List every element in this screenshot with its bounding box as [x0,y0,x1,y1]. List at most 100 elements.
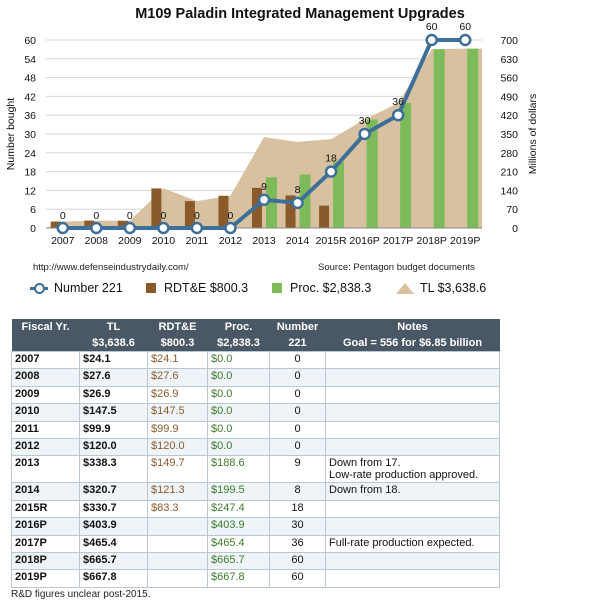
left-tick-label: 18 [24,167,36,179]
right-tick-label: 490 [500,91,518,103]
cell-year: 2009 [11,385,80,405]
x-tick-label: 2015R [316,235,347,247]
left-tick-label: 12 [24,185,36,197]
header-rdte: RDT&E [147,319,208,335]
number-point [56,221,70,235]
number-data-label: 18 [325,153,337,165]
source-note: Source: Pentagon budget documents [318,262,475,273]
rdte-bar [184,201,195,228]
cell-tl: $665.7 [79,551,148,571]
number-point [90,221,103,235]
number-data-label: 9 [261,181,267,193]
cell-tl: $147.5 [79,403,148,422]
cell-number: 8 [269,482,326,501]
number-point [224,221,237,235]
cell-rdte: $120.0 [147,437,208,457]
number-data-label: 0 [194,210,200,222]
right-tick-label: 630 [500,54,518,66]
x-tick-label: 2007 [51,235,75,247]
right-tick-label: 0 [512,223,518,235]
cell-proc: $0.0 [207,437,270,457]
number-point [291,196,304,210]
cell-tl: $338.3 [79,455,148,484]
note-line: Down from 18. [329,484,401,497]
cell-proc: $667.8 [207,569,270,588]
cell-year: 2007 [11,350,80,370]
proc-bar [400,103,412,228]
x-tick-label: 2017P [383,235,413,247]
cell-tl: $320.7 [79,482,148,501]
cell-number: 60 [269,569,326,588]
header-tl: TL [79,319,148,335]
number-data-label: 36 [392,96,404,108]
cell-notes [325,499,500,519]
table-header-row: Fiscal Yr. TL RDT&E Proc. Number Notes [11,319,500,335]
note-line: Low-rate production approved. [329,469,479,482]
subheader-tl-total: $3,638.6 [79,335,148,352]
rdte-bar [218,195,229,228]
cell-year: 2011 [11,420,80,439]
cell-year: 2016P [11,517,80,536]
number-data-label: 8 [295,184,301,196]
header-proc: Proc. [207,319,270,335]
cell-notes [325,368,500,387]
rdte-bar [151,188,162,228]
left-tick-label: 36 [24,110,36,122]
cell-number: 60 [269,551,326,571]
cell-rdte: $121.3 [147,482,208,501]
number-data-label: 60 [426,21,438,33]
cell-rdte: $27.6 [147,368,208,387]
right-tick-label: 280 [500,148,518,160]
cell-number: 18 [269,499,326,519]
left-tick-label: 0 [30,223,36,235]
cell-proc: $0.0 [207,403,270,422]
number-data-label: 0 [160,210,166,222]
proc-bar [467,48,479,229]
legend-rdte: RDT&E $800.3 [146,278,248,298]
x-tick-label: 2009 [118,235,142,247]
table-row: 2011 $99.9 $99.9 $0.0 0 [11,420,500,439]
table-row: 2008 $27.6 $27.6 $0.0 0 [11,368,500,387]
header-fiscal-year: Fiscal Yr. [11,319,80,335]
cell-rdte [147,569,208,588]
rdte-bar [117,220,128,228]
cell-proc: $188.6 [207,455,270,484]
rdte-swatch-icon [146,283,156,293]
legend: Number 221 RDT&E $800.3 Proc. $2,838.3 T… [0,278,600,298]
right-tick-label: 140 [500,185,518,197]
cell-notes [325,569,500,588]
subheader-rdte-total: $800.3 [147,335,208,352]
left-tick-label: 6 [30,204,36,216]
legend-proc-label: Proc. $2,838.3 [290,281,372,295]
cell-year: 2014 [11,482,80,501]
right-tick-label: 560 [500,73,518,85]
cell-rdte: $26.9 [147,385,208,405]
cell-year: 2018P [11,551,80,571]
table-row: 2016P $403.9 $403.9 30 [11,517,500,536]
cell-proc: $247.4 [207,499,270,519]
left-tick-label: 24 [24,148,36,160]
cell-number: 0 [269,437,326,457]
left-tick-label: 48 [24,73,36,85]
cell-proc: $465.4 [207,534,270,553]
number-point [190,221,204,235]
subheader-goal: Goal = 556 for $6.85 billion [325,335,500,352]
cell-number: 0 [269,350,326,370]
left-tick-label: 54 [24,54,36,66]
x-tick-label: 2013 [252,235,276,247]
cell-rdte [147,517,208,536]
legend-tl: TL $3,638.6 [396,278,486,298]
table-row: 2019P $667.8 $667.8 60 [11,569,500,588]
cell-year: 2019P [11,569,80,588]
right-tick-label: 210 [500,167,518,179]
cell-proc: $0.0 [207,420,270,439]
legend-number-label: Number 221 [54,281,123,295]
cell-year: 2012 [11,437,80,457]
cell-proc: $0.0 [207,385,270,405]
cell-proc: $199.5 [207,482,270,501]
cell-notes: Down from 17. Low-rate production approve… [325,455,500,484]
cell-notes [325,403,500,422]
cell-year: 2013 [11,455,80,484]
subheader-number-total: 221 [269,335,326,352]
number-data-label: 0 [127,210,133,222]
